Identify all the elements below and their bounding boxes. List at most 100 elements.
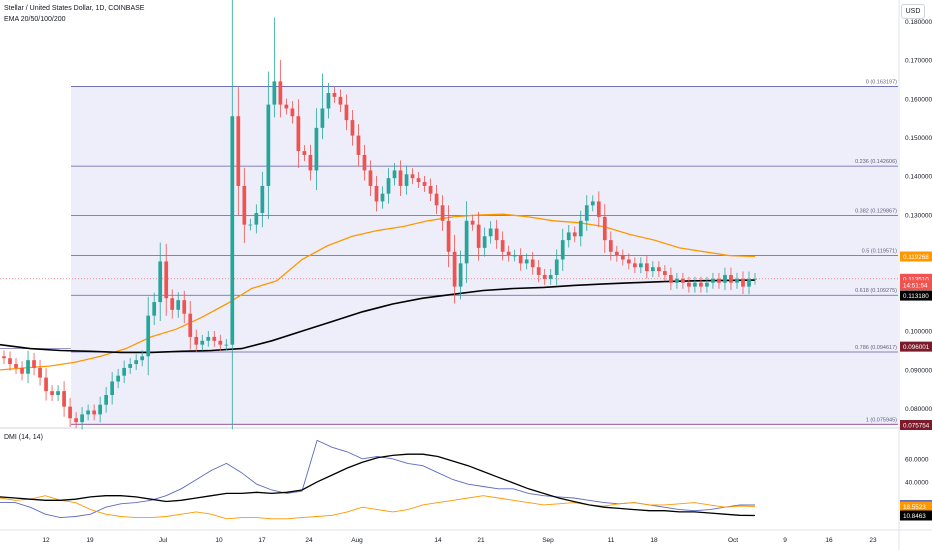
candle-body [753,278,757,280]
candle-body [188,313,193,337]
candle-body [164,261,169,299]
candle-body [206,336,211,341]
candle-body [380,193,385,202]
candle-body [86,410,90,415]
price-tick-label: 0.090000 [905,367,932,374]
candle-body [741,278,745,287]
candle-body [302,151,307,155]
candle-body [146,315,151,357]
candle-body [356,135,361,155]
candle-body [663,271,667,275]
dmi-value-badge [900,501,932,512]
currency-selector[interactable]: USD [901,4,925,19]
candle-body [62,391,66,407]
indicator-label: EMA 20/50/100/200 [4,16,66,23]
candle-body [182,300,187,314]
time-tick-label: 18 [650,537,658,544]
candle-body [260,185,265,214]
price-tick-label: 0.150000 [905,135,932,142]
candle-body [506,251,511,256]
candle-body [158,261,163,303]
time-tick-label: 17 [258,537,266,544]
dmi-title: DMI (14, 14) [4,434,43,441]
candle-body [266,104,271,186]
candle-body [638,263,643,268]
candle-body [620,255,625,260]
price-tick-label: 0.100000 [905,329,932,336]
candle-body [152,302,157,316]
candle-body [176,300,181,310]
candle-body [14,364,18,368]
price-badge-label: 0.075754 [903,423,930,430]
candlesticks [2,0,757,430]
candle-body [362,154,367,171]
candle-body [68,406,72,419]
price-badge-label: 0.113180 [903,293,929,300]
candle-body [392,170,397,179]
time-tick-label: Aug [351,537,363,544]
candle-body [566,232,571,241]
candle-body [200,340,205,345]
candle-body [110,381,115,396]
candle-body [284,104,289,109]
candle-body [548,274,553,279]
candle-body [2,356,6,359]
candle-body [705,282,709,287]
candle-body [524,259,529,264]
candle-body [290,108,295,117]
price-tick-label: 0.160000 [905,96,932,103]
candle-body [735,278,739,283]
time-tick-label: 21 [477,537,485,544]
candle-body [92,410,96,415]
candle-body [104,395,108,405]
candle-body [500,240,505,252]
candle-body [386,178,391,194]
time-tick-label: Oct [728,537,738,544]
candle-body [416,178,421,183]
dmi-tick-label: 60.0000 [905,456,929,463]
candle-body [717,278,721,283]
candle-body [669,274,673,283]
candle-body [320,108,325,128]
candle-body [458,263,463,287]
candle-body [224,344,229,346]
time-tick-label: 16 [825,537,833,544]
candle-body [56,391,60,396]
price-badge-label: 0.096001 [903,344,930,351]
time-tick-label: 23 [869,537,877,544]
candle-body [554,259,559,275]
candle-body [98,404,102,415]
candle-body [729,274,733,283]
fib-level-label: 0 (0.163197) [866,79,897,85]
fib-level-label: 0.618 (0.109275) [855,288,897,294]
time-tick-label: 11 [608,537,615,544]
candle-body [8,358,12,365]
candle-body [194,336,199,345]
candle-body [314,127,319,171]
fib-level-label: 0.5 (0.119571) [862,248,898,254]
candle-body [536,267,541,275]
time-tick-label: 19 [86,537,94,544]
candle-body [440,205,445,221]
candle-body [248,224,253,226]
candle-body [404,174,409,186]
time-tick-label: 14 [434,537,442,544]
time-tick-label: Sep [542,537,554,544]
candle-body [242,185,247,225]
candle-body [128,364,133,368]
candle-body [518,255,523,264]
price-badge-label: 14:51:54 [903,283,928,290]
candle-body [596,201,601,217]
candle-body [608,240,613,252]
price-badge-label: 0.119268 [903,254,929,261]
candle-body [602,216,607,241]
candle-body [699,282,703,287]
candle-body [644,263,649,272]
candle-body [693,282,697,287]
candle-body [482,236,487,248]
price-tick-label: 0.170000 [905,58,932,65]
time-tick-label: 24 [305,537,313,544]
plus-di-line [0,439,756,519]
